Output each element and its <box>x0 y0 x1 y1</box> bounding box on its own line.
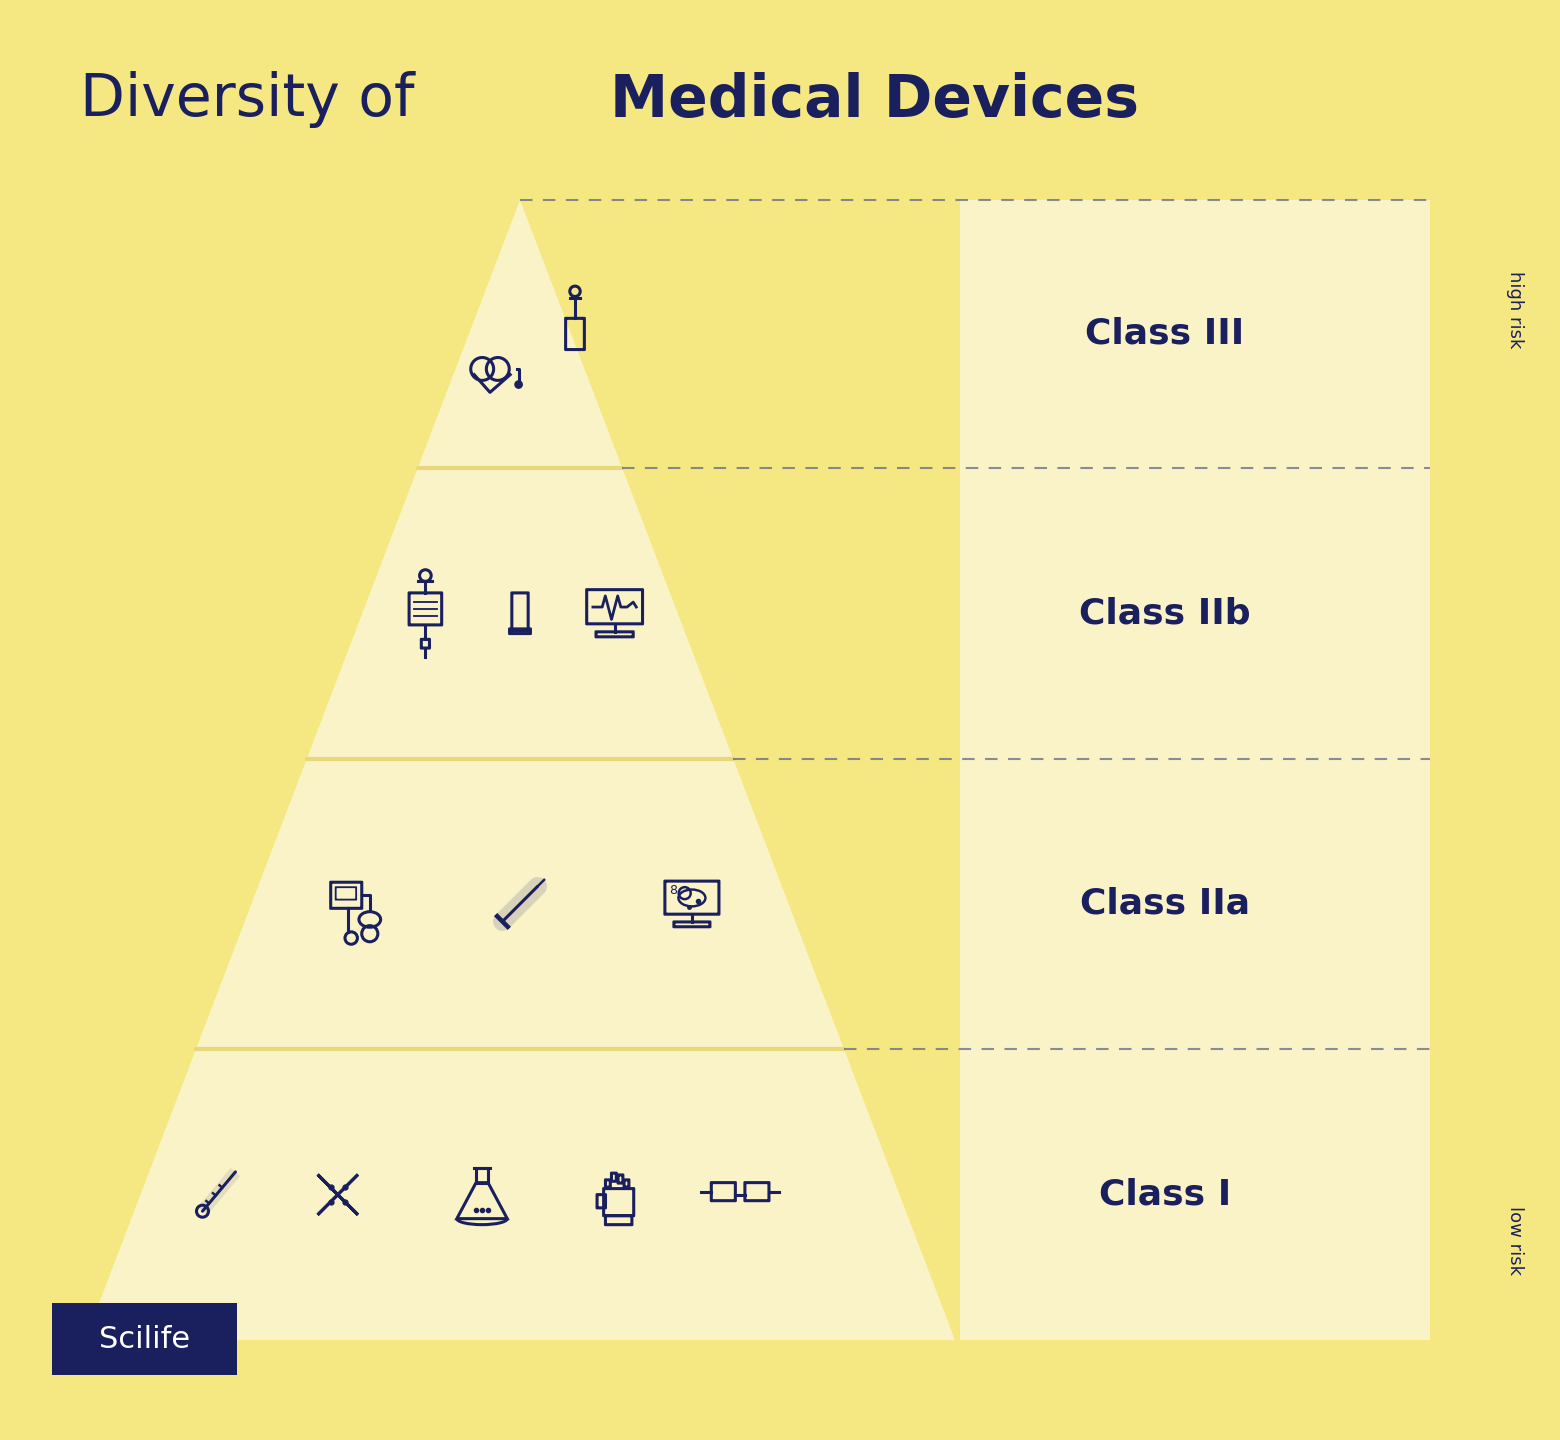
Text: Class I: Class I <box>1098 1178 1231 1211</box>
Text: Class IIb: Class IIb <box>1080 596 1251 631</box>
Text: Medical Devices: Medical Devices <box>610 72 1139 128</box>
Text: 8: 8 <box>669 884 677 897</box>
Text: low risk: low risk <box>1505 1205 1524 1274</box>
Bar <box>959 200 1431 1341</box>
Bar <box>51 1303 237 1375</box>
Text: Class IIa: Class IIa <box>1080 887 1250 922</box>
Polygon shape <box>84 200 955 1341</box>
Text: high risk: high risk <box>1505 271 1524 348</box>
Circle shape <box>515 382 523 389</box>
Text: Scilife: Scilife <box>98 1325 190 1354</box>
Text: Class III: Class III <box>1086 317 1245 351</box>
Text: Diversity of: Diversity of <box>80 72 434 128</box>
